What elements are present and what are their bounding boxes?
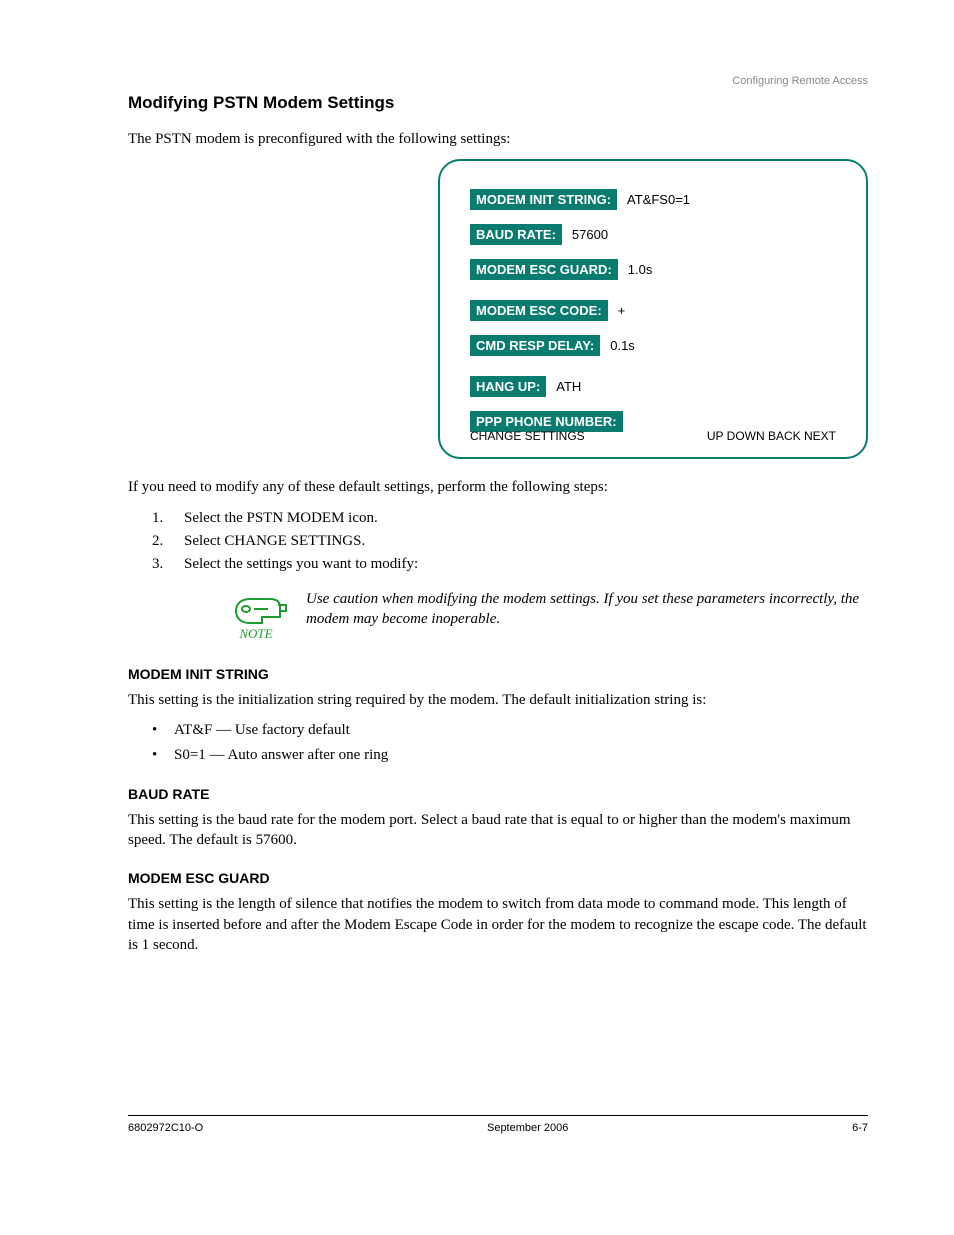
bullet-text: AT&F — Use factory default xyxy=(174,720,350,741)
bullet-marker: • xyxy=(128,720,174,741)
screen-footer-left: CHANGE SETTINGS xyxy=(470,429,585,443)
step-text: Select the settings you want to modify: xyxy=(184,554,418,575)
post-intro-text: If you need to modify any of these defau… xyxy=(128,477,868,497)
screen-row-value: AT&FS0=1 xyxy=(627,192,690,207)
modem-settings-screen: MODEM INIT STRING: AT&FS0=1 BAUD RATE: 5760… xyxy=(438,159,868,459)
page-header-label: Configuring Remote Access xyxy=(128,75,868,87)
baud-rate-text: This setting is the baud rate for the mo… xyxy=(128,810,868,851)
screen-row: CMD RESP DELAY: 0.1s xyxy=(470,335,836,356)
bullet-marker: • xyxy=(128,745,174,766)
modem-init-intro: This setting is the initialization strin… xyxy=(128,690,868,710)
modem-init-heading: MODEM INIT STRING xyxy=(128,666,868,682)
bullet-item: •S0=1 — Auto answer after one ring xyxy=(128,745,868,766)
screen-row-label: BAUD RATE: xyxy=(470,224,562,245)
screen-row: MODEM ESC GUARD: 1.0s xyxy=(470,259,836,280)
bullet-text: S0=1 — Auto answer after one ring xyxy=(174,745,388,766)
section-title: Modifying PSTN Modem Settings xyxy=(128,93,868,113)
screen-row: MODEM INIT STRING: AT&FS0=1 xyxy=(470,189,836,210)
step-marker: 3. xyxy=(128,554,184,575)
step-marker: 1. xyxy=(128,508,184,529)
screen-row: BAUD RATE: 57600 xyxy=(470,224,836,245)
step-text: Select CHANGE SETTINGS. xyxy=(184,531,365,552)
modem-esc-guard-text: This setting is the length of silence th… xyxy=(128,894,868,955)
screen-row-value: 0.1s xyxy=(610,338,635,353)
step-item: 2.Select CHANGE SETTINGS. xyxy=(128,531,868,552)
screen-row: HANG UP: ATH xyxy=(470,376,836,397)
screen-footer-right: UP DOWN BACK NEXT xyxy=(707,429,836,443)
note-icon: NOTE xyxy=(228,593,288,646)
screen-row-value: + xyxy=(618,303,626,318)
step-item: 3.Select the settings you want to modify… xyxy=(128,554,868,575)
screen-row-label: HANG UP: xyxy=(470,376,546,397)
screen-row-label: MODEM ESC GUARD: xyxy=(470,259,618,280)
screen-row-value: 1.0s xyxy=(628,262,653,277)
screen-row-value: 57600 xyxy=(572,227,608,242)
step-text: Select the PSTN MODEM icon. xyxy=(184,508,378,529)
footer-right: 6-7 xyxy=(852,1122,868,1134)
screen-row-value: ATH xyxy=(556,379,581,394)
modem-esc-guard-heading: MODEM ESC GUARD xyxy=(128,870,868,886)
step-marker: 2. xyxy=(128,531,184,552)
intro-text: The PSTN modem is preconfigured with the… xyxy=(128,129,868,149)
step-item: 1.Select the PSTN MODEM icon. xyxy=(128,508,868,529)
screen-row-label: MODEM ESC CODE: xyxy=(470,300,608,321)
baud-rate-heading: BAUD RATE xyxy=(128,786,868,802)
screen-row-label: CMD RESP DELAY: xyxy=(470,335,600,356)
screen-row-label: MODEM INIT STRING: xyxy=(470,189,617,210)
note-text: Use caution when modifying the modem set… xyxy=(306,589,868,630)
footer-rule xyxy=(128,1115,868,1116)
footer-center: September 2006 xyxy=(487,1122,568,1134)
svg-text:NOTE: NOTE xyxy=(238,626,272,641)
footer-left: 6802972C10-O xyxy=(128,1122,203,1134)
screen-row: MODEM ESC CODE: + xyxy=(470,300,836,321)
bullet-item: •AT&F — Use factory default xyxy=(128,720,868,741)
